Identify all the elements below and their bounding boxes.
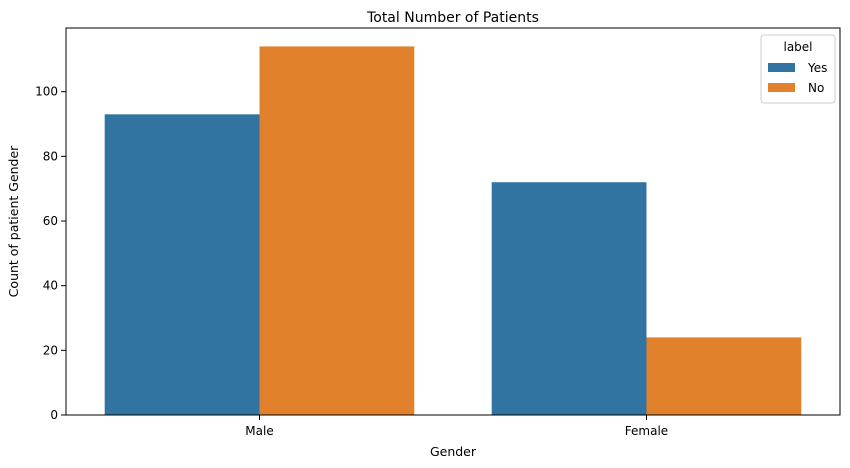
y-axis-label: Count of patient Gender [6, 145, 21, 297]
plot-frame [65, 27, 841, 416]
y-tick-label: 0 [50, 408, 58, 422]
y-tick-label: 40 [43, 279, 58, 293]
legend-label-yes: Yes [807, 61, 827, 75]
bar-female-yes [491, 182, 647, 415]
y-tick-label: 60 [43, 214, 58, 228]
legend: label Yes No [760, 34, 836, 104]
y-tick-label: 100 [35, 85, 58, 99]
legend-title: label [783, 40, 812, 54]
y-tick-label: 80 [43, 149, 58, 163]
chart-title: Total Number of Patients [366, 10, 539, 26]
bars-layer [104, 46, 802, 416]
legend-label-no: No [808, 81, 824, 95]
bar-male-no [259, 46, 415, 416]
bar-male-yes [104, 114, 260, 416]
x-tick-label: Female [625, 424, 668, 438]
legend-items: Yes No [768, 61, 827, 95]
y-axis: 0 20 40 60 80 100 [35, 85, 66, 422]
x-axis-label: Gender [430, 444, 477, 459]
legend-swatch-no [768, 83, 795, 92]
x-tick-label: Male [245, 424, 273, 438]
legend-swatch-yes [768, 63, 795, 72]
bar-female-no [646, 337, 802, 415]
y-tick-label: 20 [43, 343, 58, 357]
x-axis: Male Female [245, 415, 668, 438]
